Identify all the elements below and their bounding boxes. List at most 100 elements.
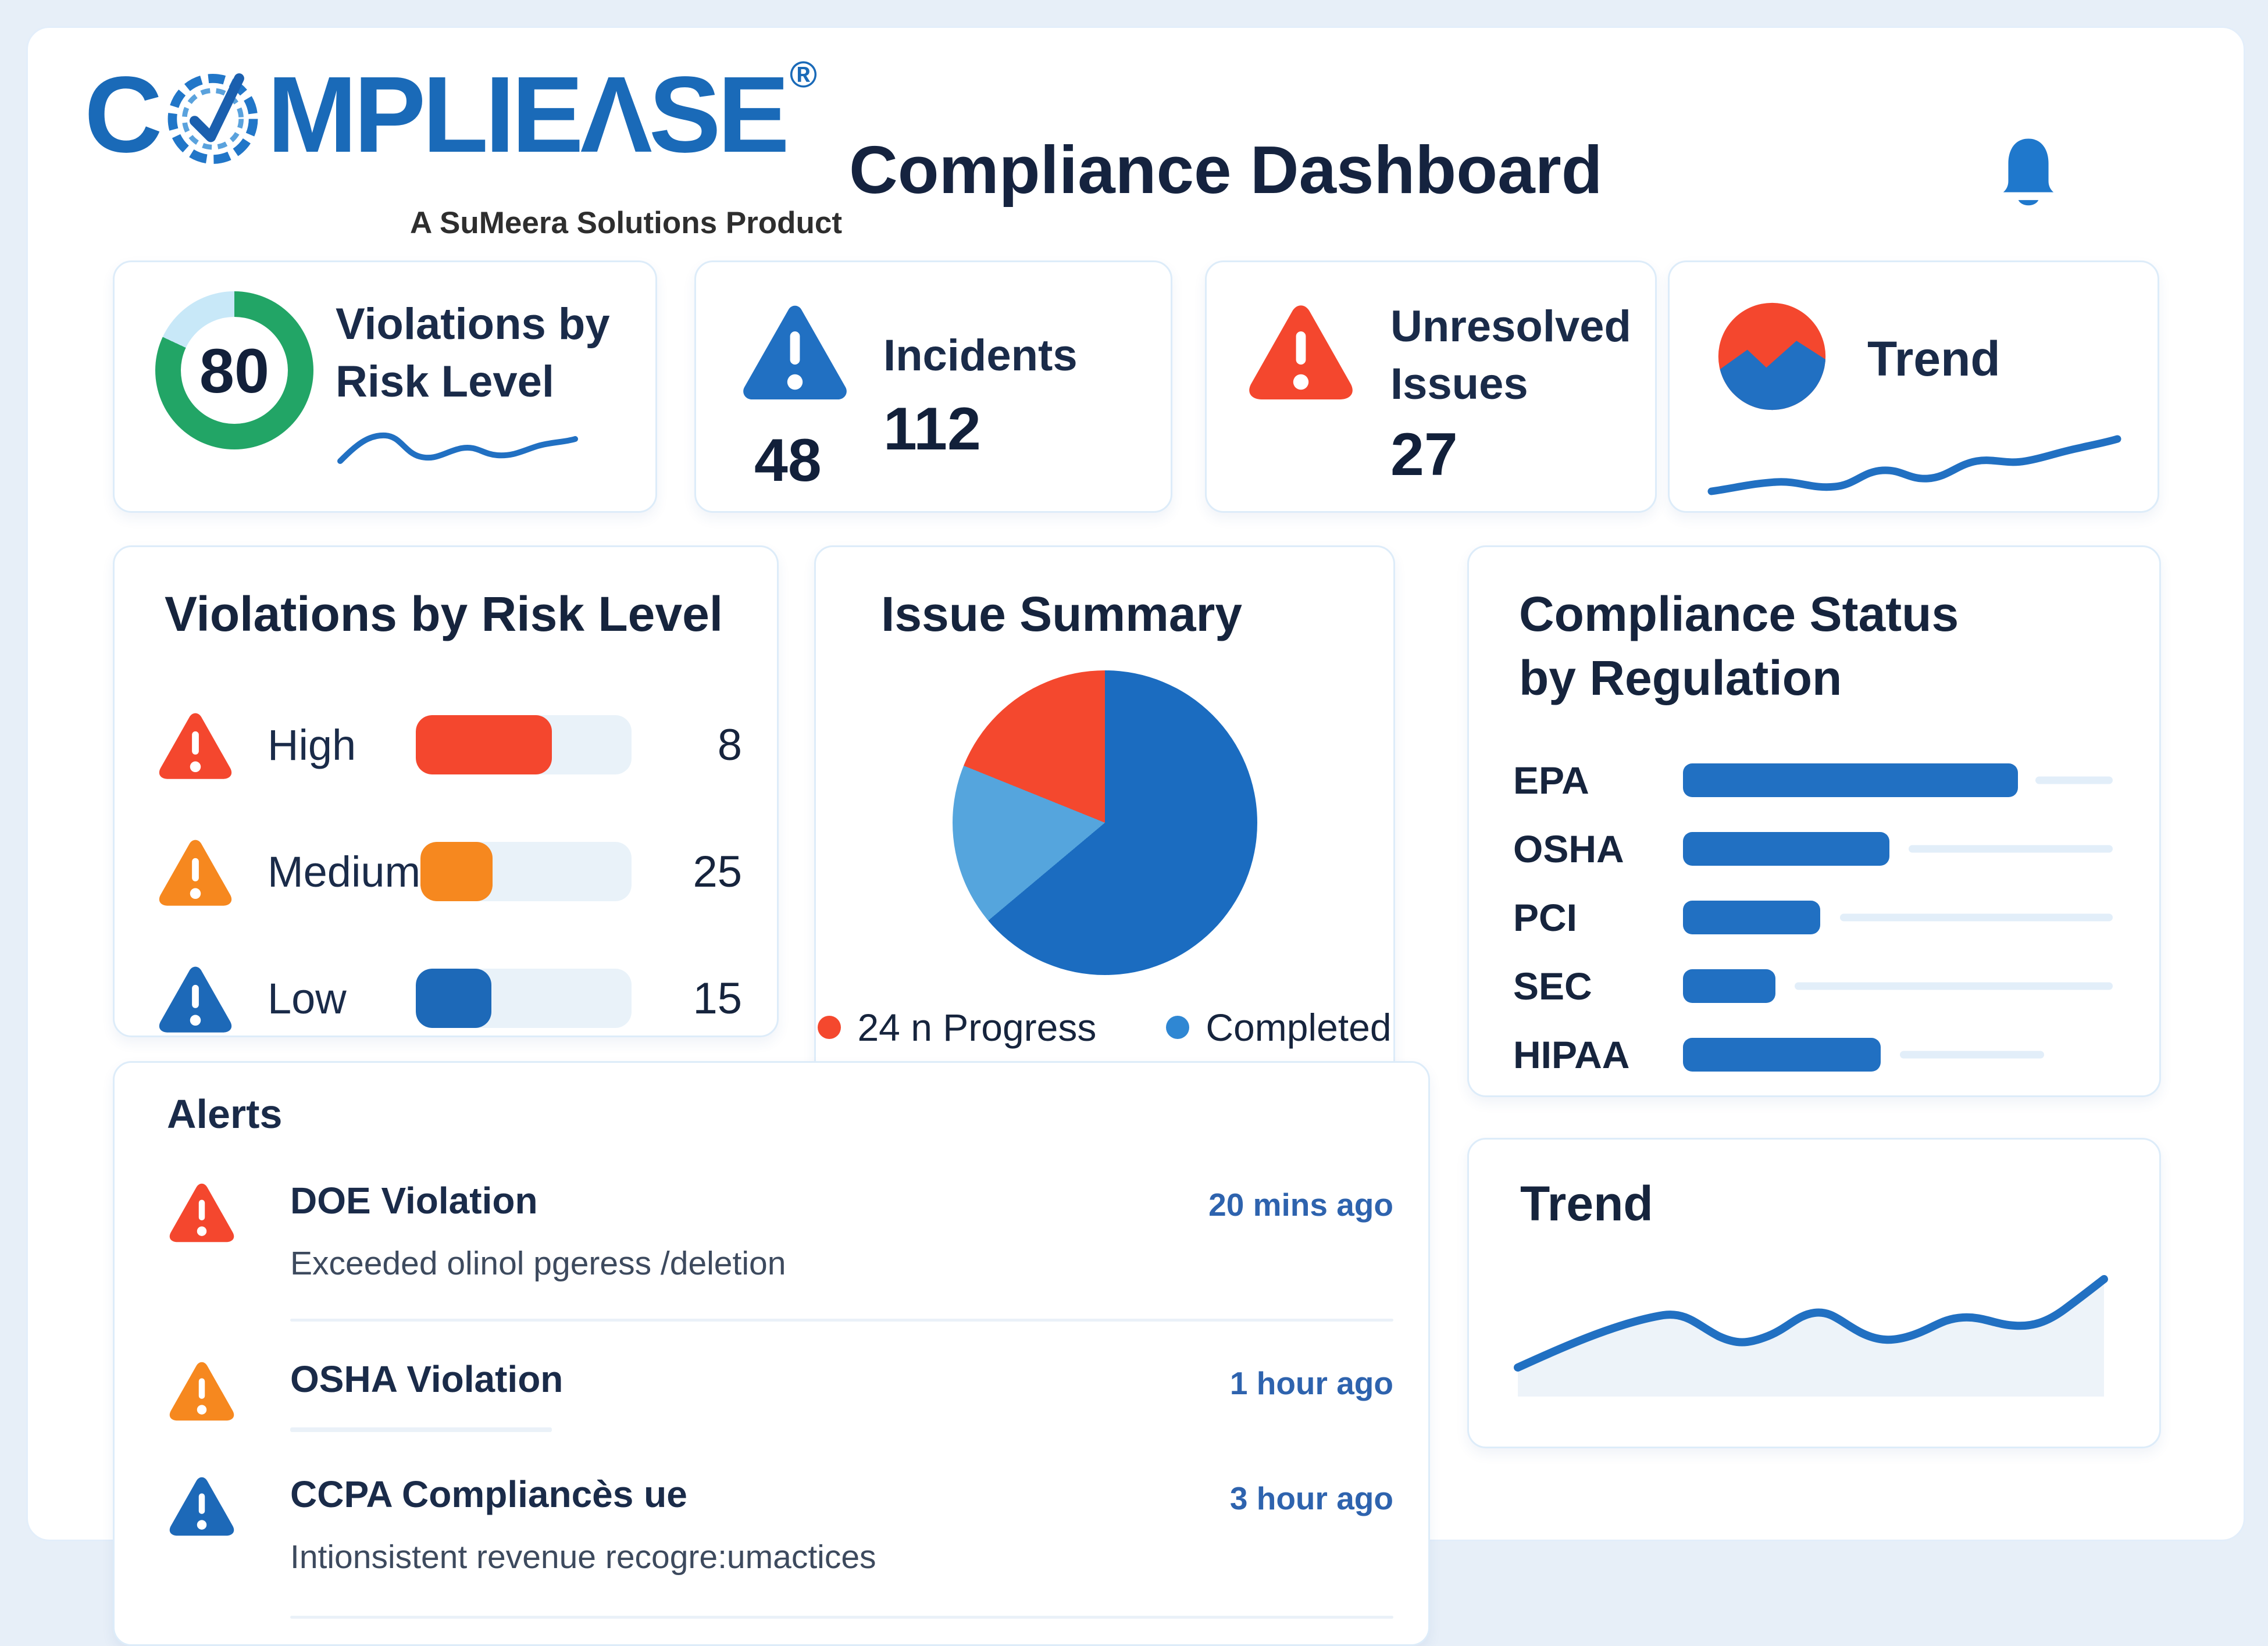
stat-card-unresolved: Unresolved Issues 27 [1205,260,1657,513]
risk-value-low: 15 [693,973,742,1023]
risk-row-medium: Medium 25 [155,835,742,908]
risk-bar-fill-high [416,715,552,774]
regulation-fill-pci [1683,901,1821,934]
alert-divider-1 [290,1319,1393,1322]
risk-bar-fill-medium [420,842,493,901]
trend-line-chart [1514,1275,2108,1397]
unresolved-warning-icon [1249,305,1353,399]
osha-alert-title: OSHA Violation [290,1358,564,1400]
risk-bar-track-medium [420,842,632,901]
risk-bar-track-low [416,969,632,1028]
osha-alert-time: 1 hour ago [1229,1365,1393,1401]
regulation-bar-osha [1683,832,2113,866]
regulation-label-pci: PCI [1513,896,1578,939]
doe-alert-time: 20 mins ago [1208,1187,1393,1223]
regulation-row-epa: EPA [1513,759,2113,802]
compliance-title-line1: Compliance Status [1519,587,1959,641]
compliance-status-card: Compliance Status by Regulation EPA OSHA… [1467,545,2161,1097]
risk-bar-fill-low [416,969,491,1028]
doe-alert-icon [169,1183,234,1242]
registered-mark: ® [789,53,817,95]
trend-stat-label: Trend [1867,331,2000,386]
alert-item-ccpa[interactable]: CCPA Compliancès ue Intionsistent revenu… [167,1473,1393,1576]
risk-bar-track-high [416,715,632,774]
regulation-fill-epa [1683,763,2019,797]
risk-label-low: Low [268,974,347,1023]
in-progress-dot [818,1016,841,1039]
brand-tagline: A SuMeera Solutions Product [410,206,843,240]
issue-summary-legend: 24 n Progress Completed [818,1005,1392,1049]
regulation-label-sec: SEC [1513,965,1592,1008]
violations-sparkline [337,432,578,464]
regulation-track-sec [1795,982,2113,990]
risk-row-low: Low 15 [155,962,742,1035]
incidents-secondary-value: 48 [754,427,822,494]
trend-card-title: Trend [1520,1176,1653,1231]
alerts-title: Alerts [167,1091,283,1137]
regulation-label-osha: OSHA [1513,827,1624,870]
trend-stat-sparkline [1707,435,2121,495]
low-warning-icon [159,966,232,1033]
incidents-warning-icon [743,305,847,399]
completed-dot [1166,1016,1190,1039]
risk-label-high: High [268,720,356,769]
risk-value-high: 8 [717,720,742,770]
doe-alert-desc: Exceeded olinol pgeress /deletion [290,1245,786,1282]
regulation-bar-sec [1683,969,2113,1003]
issue-summary-card: Issue Summary 24 n Progress Completed [814,545,1395,1101]
compliance-title-line2: by Regulation [1519,651,1842,705]
regulation-row-sec: SEC [1513,965,2113,1008]
regulation-label-hipaa: HIPAA [1513,1033,1630,1076]
regulation-label-epa: EPA [1513,759,1589,802]
regulation-row-pci: PCI [1513,896,2113,939]
violations-donut-chart: 80 [155,291,313,449]
regulation-track-epa [2035,776,2113,784]
completed-label: Completed [1206,1006,1392,1049]
trend-card: Trend [1467,1138,2161,1448]
unresolved-value: 27 [1390,421,1458,488]
violations-donut-value: 80 [181,317,288,424]
regulation-bar-pci [1683,901,2113,934]
brand-logo: C MPLIEΛSE ® A SuMeera Solutions Product [84,53,842,241]
regulation-track-pci [1839,913,2113,922]
regulation-fill-hipaa [1683,1038,1881,1072]
regulation-bar-epa [1683,763,2113,797]
regulation-track-hipaa [1900,1051,2044,1059]
stat-card-incidents: Incidents 112 48 [694,260,1172,513]
alert-item-doe[interactable]: DOE Violation Exceeded olinol pgeress /d… [167,1179,1393,1283]
stat-card-trend: Trend [1668,260,2159,513]
logo-letter-c: C [84,54,162,175]
legend-item-completed: Completed [1166,1005,1392,1049]
issue-summary-pie-chart [953,670,1257,975]
violations-stat-label: Violations by Risk Level [336,299,610,406]
logo-rest: MPLIEΛSE [267,54,790,175]
regulation-fill-sec [1683,969,1775,1003]
alert-item-osha[interactable]: OSHA Violation 1 hour ago [167,1358,1393,1432]
stat-card-violations: 80 Violations by Risk Level [113,260,657,513]
ccpa-alert-desc: Intionsistent revenue recogre:umactices [290,1538,876,1576]
incidents-label: Incidents [883,331,1078,380]
legend-item-in-progress: 24 n Progress [818,1005,1096,1049]
regulation-row-hipaa: HIPAA [1513,1033,2113,1076]
risk-value-medium: 25 [693,847,742,897]
regulation-fill-osha [1683,832,1889,866]
risk-row-high: High 8 [155,708,742,781]
incidents-value: 112 [883,395,981,463]
notification-bell-icon[interactable] [2000,133,2056,214]
unresolved-label: Unresolved Issues [1390,302,1631,409]
alerts-card: Alerts DOE Violation Exceeded olinol pge… [113,1061,1430,1646]
risk-label-medium: Medium [268,847,421,896]
high-warning-icon [159,713,232,779]
page-title: Compliance Dashboard [849,132,1603,208]
regulation-track-osha [1908,845,2113,853]
alert-divider-2 [290,1616,1393,1619]
trend-pie-icon [1718,302,1826,410]
ccpa-alert-title: CCPA Compliancès ue [290,1473,687,1515]
issue-summary-title: Issue Summary [881,587,1242,641]
osha-short-divider [290,1427,552,1432]
in-progress-label: 24 n Progress [857,1006,1097,1049]
risk-card-title: Violations by Risk Level [165,587,723,641]
doe-alert-title: DOE Violation [290,1180,538,1222]
ccpa-alert-time: 3 hour ago [1229,1480,1393,1516]
regulation-bar-hipaa [1683,1038,2113,1072]
